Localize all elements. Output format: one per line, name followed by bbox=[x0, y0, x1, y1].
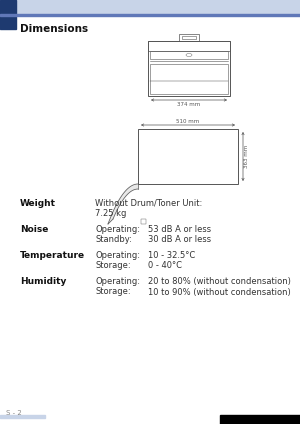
Bar bbox=[141, 219, 146, 224]
Bar bbox=[150, 51, 228, 59]
Bar bbox=[0, 0, 16, 29]
Text: 374 mm: 374 mm bbox=[177, 101, 201, 106]
Text: Humidity: Humidity bbox=[20, 277, 66, 286]
Bar bbox=[0, 14, 300, 16]
Text: Standby:: Standby: bbox=[95, 235, 132, 245]
Bar bbox=[150, 64, 228, 94]
Text: 53 dB A or less: 53 dB A or less bbox=[148, 225, 211, 234]
Text: Weight: Weight bbox=[20, 199, 56, 208]
Text: 510 mm: 510 mm bbox=[176, 119, 200, 124]
Bar bbox=[220, 415, 300, 424]
Text: Operating:: Operating: bbox=[95, 225, 140, 234]
Text: Without Drum/Toner Unit:: Without Drum/Toner Unit: bbox=[95, 199, 202, 208]
Text: S - 2: S - 2 bbox=[6, 410, 22, 416]
Bar bbox=[138, 129, 238, 184]
Text: Storage:: Storage: bbox=[95, 287, 130, 296]
Polygon shape bbox=[108, 184, 138, 224]
Text: 10 - 32.5°C: 10 - 32.5°C bbox=[148, 251, 195, 260]
Text: 30 dB A or less: 30 dB A or less bbox=[148, 235, 211, 245]
Text: Noise: Noise bbox=[20, 225, 48, 234]
Text: Storage:: Storage: bbox=[95, 262, 130, 271]
Bar bbox=[179, 34, 199, 41]
Bar bbox=[0, 415, 45, 418]
Bar bbox=[0, 0, 300, 14]
Bar bbox=[148, 41, 230, 51]
Text: 20 to 80% (without condensation): 20 to 80% (without condensation) bbox=[148, 277, 291, 286]
Text: Operating:: Operating: bbox=[95, 277, 140, 286]
Text: 363 mm: 363 mm bbox=[244, 145, 249, 168]
Text: Temperature: Temperature bbox=[20, 251, 85, 260]
Text: Dimensions: Dimensions bbox=[20, 24, 88, 34]
Bar bbox=[182, 36, 196, 39]
Text: 0 - 40°C: 0 - 40°C bbox=[148, 262, 182, 271]
Text: 7.25 kg: 7.25 kg bbox=[95, 209, 126, 218]
Text: Operating:: Operating: bbox=[95, 251, 140, 260]
Bar bbox=[148, 41, 230, 96]
Text: 10 to 90% (without condensation): 10 to 90% (without condensation) bbox=[148, 287, 291, 296]
